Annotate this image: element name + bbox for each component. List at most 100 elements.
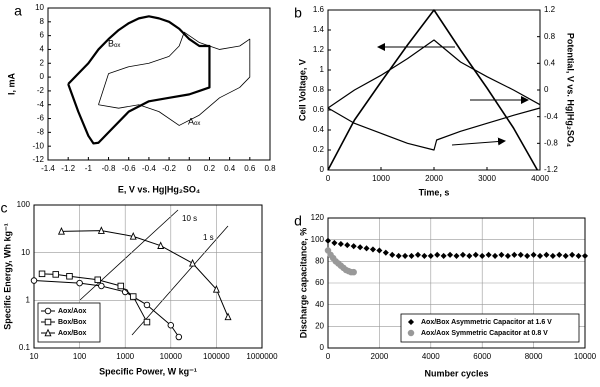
legend-box: [400, 313, 580, 343]
marker: [466, 252, 473, 259]
y-tick-label: 80: [315, 256, 324, 265]
annotation: Aₒₓ: [188, 116, 200, 126]
x-tick-label: 100000: [203, 352, 230, 361]
y-tick-label: 1.2: [313, 45, 325, 54]
marker: [402, 252, 409, 259]
y-tick-label: 1: [320, 65, 325, 74]
x-tick-label: 4000: [531, 174, 549, 183]
y-tick-label: 40: [315, 300, 324, 309]
x-tick-label: 1000: [116, 352, 134, 361]
x-axis-title: Number cycles: [424, 368, 488, 378]
ref-line: [79, 209, 179, 301]
y-tick-label: 120: [311, 213, 325, 222]
panel-label: c: [1, 200, 8, 216]
x-tick-label: 4000: [422, 352, 440, 361]
marker: [389, 251, 396, 258]
marker: [357, 244, 364, 251]
marker: [562, 252, 569, 259]
y-tick-label: 60: [315, 278, 324, 287]
x-tick-label: 1000: [372, 174, 390, 183]
x-tick-label: 2000: [425, 174, 443, 183]
marker: [549, 252, 556, 259]
y-tick-label: -2: [37, 86, 45, 95]
x-tick-label: 0.4: [224, 164, 236, 173]
panel-label: a: [14, 3, 22, 19]
y-axis-title: Cell Voltage, V: [297, 59, 307, 121]
y2-tick-label: 0.8: [544, 32, 556, 41]
y-tick-label: 10: [35, 3, 44, 12]
marker: [44, 328, 52, 337]
y2-tick-label: 0.4: [544, 58, 556, 67]
y-tick-label: 100: [17, 200, 31, 209]
y-tick-label: 0: [40, 72, 45, 81]
x-tick-label: -0.6: [122, 164, 136, 173]
marker: [66, 273, 73, 280]
x-tick-label: 10000: [574, 352, 597, 361]
plot-frame: [327, 217, 586, 349]
arrows: [377, 43, 529, 146]
y2-tick-label: -0.8: [544, 138, 558, 147]
marker: [447, 251, 454, 258]
y-tick-label: 1.4: [313, 25, 325, 34]
x-tick-label: 0: [187, 164, 192, 173]
series-line: [98, 31, 251, 126]
y-tick-label: -10: [32, 141, 44, 150]
plot-frame: [47, 7, 271, 161]
marker: [524, 252, 531, 259]
y-tick-label: 2: [40, 58, 45, 67]
y-axis-title: Specific Energy, Wh kg⁻¹: [2, 223, 12, 330]
marker: [337, 240, 344, 248]
marker: [224, 312, 232, 321]
y-tick-label: 8: [40, 17, 45, 26]
marker: [382, 249, 389, 256]
legend-label: Aox/Aox Symmetric Capacitor at 0.8 V: [421, 330, 548, 337]
y-tick-label: -4: [37, 100, 45, 109]
x-tick-label: 3000: [478, 174, 496, 183]
series-line: [327, 107, 541, 151]
marker: [175, 333, 183, 341]
marker: [363, 245, 370, 252]
plot-frame: [33, 204, 263, 349]
y-tick-label: 0.1: [19, 343, 31, 352]
marker: [376, 247, 383, 254]
x-tick-label: -0.8: [102, 164, 116, 173]
legend-label: Box/Box: [58, 319, 87, 326]
marker: [76, 279, 83, 287]
marker: [143, 318, 151, 326]
y-tick-label: 1.6: [313, 5, 325, 14]
marker: [350, 243, 357, 250]
x-tick-label: -1.2: [61, 164, 75, 173]
marker: [212, 284, 220, 293]
marker: [30, 277, 38, 284]
series-line: [327, 9, 539, 171]
marker: [350, 268, 357, 276]
arrow: [451, 137, 506, 146]
y2-tick-label: -0.4: [544, 112, 558, 121]
series-line: [67, 15, 211, 145]
x-tick-label: 0.6: [244, 164, 256, 173]
marker: [492, 252, 499, 259]
marker: [498, 251, 505, 258]
y-tick-label: 4: [40, 45, 45, 54]
x-tick-label: -0.2: [162, 164, 176, 173]
x-tick-label: 1000000: [246, 352, 278, 361]
marker: [98, 282, 105, 290]
y2-tick-label: -1.2: [544, 165, 558, 174]
y2-axis-title: Potential, V vs. Hg|Hg₂SO₄: [566, 33, 576, 147]
marker: [324, 237, 332, 244]
marker: [97, 226, 105, 234]
marker: [575, 252, 582, 259]
x-axis-title: E, V vs. Hg|Hg₂SO₄: [118, 184, 200, 194]
y-tick-label: -12: [32, 155, 44, 164]
marker: [167, 322, 175, 329]
y-tick-label: -6: [37, 114, 45, 123]
y2-tick-label: 0: [544, 85, 549, 94]
marker: [517, 251, 524, 258]
y-tick-label: 0.2: [313, 145, 325, 154]
annotation: 10 s: [182, 214, 197, 223]
marker: [581, 252, 589, 259]
panel-label: d: [294, 213, 302, 229]
marker: [331, 239, 338, 246]
y-axis-title: Discharge capacitance, %: [298, 228, 308, 339]
marker: [143, 301, 151, 309]
